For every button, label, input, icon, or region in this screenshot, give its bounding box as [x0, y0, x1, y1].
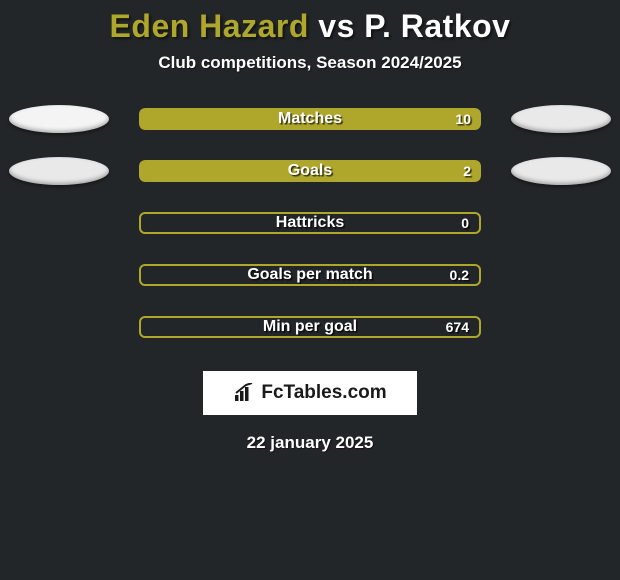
right-ellipse — [511, 157, 611, 185]
stat-bar: Goals 2 — [139, 160, 481, 182]
stat-bar: Min per goal 674 — [139, 316, 481, 338]
stat-bar: Hattricks 0 — [139, 212, 481, 234]
left-ellipse — [9, 105, 109, 133]
stat-bar: Matches 10 — [139, 108, 481, 130]
stat-row: Matches 10 — [0, 105, 620, 133]
stat-value: 10 — [455, 111, 471, 127]
right-ellipse — [511, 105, 611, 133]
logo: FcTables.com — [233, 382, 386, 404]
stat-label: Min per goal — [263, 318, 357, 336]
stat-row: Goals 2 — [0, 157, 620, 185]
stat-label: Hattricks — [276, 214, 344, 232]
title-vs: vs — [318, 8, 355, 44]
stat-value: 0.2 — [450, 267, 469, 283]
stat-label: Goals per match — [247, 266, 372, 284]
chart-icon — [233, 383, 257, 403]
title-player2: P. Ratkov — [364, 8, 510, 44]
date: 22 january 2025 — [0, 433, 620, 453]
stat-label: Matches — [278, 110, 342, 128]
subtitle: Club competitions, Season 2024/2025 — [0, 53, 620, 73]
stat-row: Hattricks 0 — [0, 209, 620, 237]
left-ellipse — [9, 157, 109, 185]
stat-value: 2 — [463, 163, 471, 179]
stat-bar: Goals per match 0.2 — [139, 264, 481, 286]
stat-label: Goals — [288, 162, 332, 180]
stat-value: 674 — [446, 319, 469, 335]
stat-rows: Matches 10 Goals 2 Hattricks 0 Goals per match… — [0, 105, 620, 341]
logo-box: FcTables.com — [203, 371, 417, 415]
title-player1: Eden Hazard — [110, 8, 309, 44]
stat-row: Goals per match 0.2 — [0, 261, 620, 289]
comparison-infographic: Eden Hazard vs P. Ratkov Club competitio… — [0, 0, 620, 453]
page-title: Eden Hazard vs P. Ratkov — [0, 8, 620, 45]
stat-row: Min per goal 674 — [0, 313, 620, 341]
logo-text: FcTables.com — [261, 382, 386, 404]
stat-value: 0 — [461, 215, 469, 231]
